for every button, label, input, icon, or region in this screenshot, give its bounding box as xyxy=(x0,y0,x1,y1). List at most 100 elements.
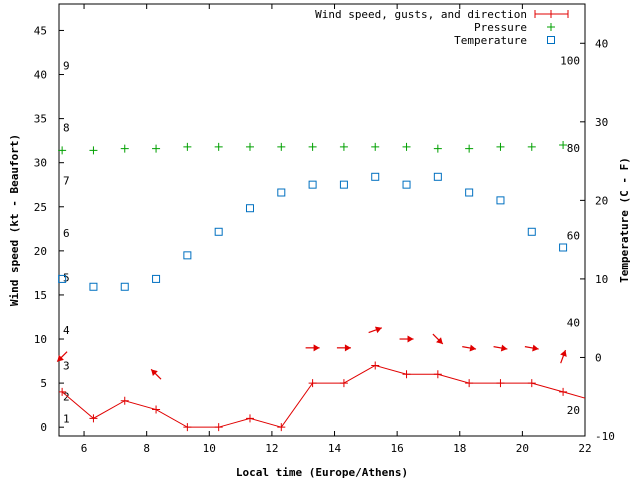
pressure-point xyxy=(527,142,536,151)
wind-point xyxy=(183,423,192,432)
y2-tick-label: 40 xyxy=(595,37,608,50)
y2-axis-label: Temperature (C - F) xyxy=(618,157,631,283)
wind-arrow xyxy=(399,335,414,343)
wind-point xyxy=(245,414,254,423)
temperature-point xyxy=(245,204,254,213)
wind-point xyxy=(496,379,505,388)
legend-key-caps xyxy=(534,10,569,18)
y-tick-label: 5 xyxy=(40,377,47,390)
axis-ticks: 6 8 10 12 14 16 18 20 22051015202530354045-10010… xyxy=(34,4,615,455)
wind-point xyxy=(214,423,223,432)
wind-arrow-head xyxy=(374,326,382,334)
x-tick-label: 16 xyxy=(391,442,404,455)
legend-label: Wind speed, gusts, and direction xyxy=(315,8,527,21)
pressure-point xyxy=(559,141,568,150)
temperature-point xyxy=(214,227,223,236)
wind-arrow-head xyxy=(344,344,351,352)
wind-arrow xyxy=(560,349,567,364)
x-tick-label: 12 xyxy=(265,442,278,455)
beaufort-label: 8 xyxy=(63,121,70,134)
wind-arrow xyxy=(368,326,383,334)
temperature-point xyxy=(277,188,286,197)
wind-point xyxy=(465,379,474,388)
y-tick-label: 20 xyxy=(34,245,47,258)
pressure-point xyxy=(58,146,67,155)
y2-tick-label: 30 xyxy=(595,116,608,129)
wind-series xyxy=(59,361,598,432)
temperature-point xyxy=(89,282,98,291)
temperature-point xyxy=(183,251,192,260)
temperature-point xyxy=(120,282,129,291)
wind-arrow-head xyxy=(560,350,567,357)
pressure-point xyxy=(433,144,442,153)
y-tick-label: 35 xyxy=(34,113,47,126)
temperature-point xyxy=(152,274,161,283)
wind-arrow-head xyxy=(469,344,477,352)
x-tick-label: 8 xyxy=(143,442,150,455)
temperature-point xyxy=(339,180,348,189)
wind-point xyxy=(433,370,442,379)
pressure-point xyxy=(183,142,192,151)
wind-point xyxy=(402,370,411,379)
temperature-point xyxy=(308,180,317,189)
beaufort-label: 9 xyxy=(63,60,70,73)
legend-label: Pressure xyxy=(474,21,527,34)
y2-tick-label: 20 xyxy=(595,194,608,207)
y-tick-label: 30 xyxy=(34,157,47,170)
y-tick-label: 25 xyxy=(34,201,47,214)
wind-point xyxy=(89,414,98,423)
temperature-point xyxy=(433,172,442,181)
pressure-point xyxy=(120,144,129,153)
y2-tick-label: 0 xyxy=(595,351,602,364)
wind-arrow xyxy=(150,368,162,380)
wind-arrow xyxy=(432,333,444,345)
fahrenheit-label: 80 xyxy=(567,142,580,155)
wind-point xyxy=(277,423,286,432)
legend-key-marker xyxy=(547,36,555,44)
legend-key-marker xyxy=(547,23,555,31)
x-tick-label: 20 xyxy=(516,442,529,455)
wind-point xyxy=(371,361,380,370)
y2-tick-label: -10 xyxy=(595,430,615,443)
temperature-point xyxy=(58,274,67,283)
wind-point xyxy=(590,397,598,405)
wind-arrow-head xyxy=(57,354,64,362)
wind-arrow xyxy=(56,351,68,363)
pressure-point xyxy=(277,142,286,151)
wind-point xyxy=(308,379,317,388)
wind-point xyxy=(120,396,129,405)
pressure-point xyxy=(245,142,254,151)
wind-arrow xyxy=(305,344,320,352)
temperature-point xyxy=(465,188,474,197)
wind-arrow-head xyxy=(500,344,508,352)
pressure-point xyxy=(214,142,223,151)
temperature-series xyxy=(58,172,568,291)
beaufort-label: 6 xyxy=(63,227,70,240)
wind-arrow xyxy=(336,344,351,352)
wind-point xyxy=(339,379,348,388)
pressure-point xyxy=(402,142,411,151)
legend-key-marker xyxy=(547,10,555,18)
temperature-point xyxy=(559,243,568,252)
temperature-point xyxy=(402,180,411,189)
x-tick-label: 22 xyxy=(578,442,591,455)
y-tick-label: 45 xyxy=(34,24,47,37)
pressure-point xyxy=(308,142,317,151)
beaufort-label: 1 xyxy=(63,412,70,425)
y-tick-label: 10 xyxy=(34,333,47,346)
wind-arrow xyxy=(524,344,539,352)
fahrenheit-label: 100 xyxy=(560,55,580,68)
y-tick-label: 40 xyxy=(34,69,47,82)
x-axis-label: Local time (Europe/Athens) xyxy=(236,466,408,479)
fahrenheit-label: 20 xyxy=(567,404,580,417)
wind-point xyxy=(59,387,67,396)
wind-point xyxy=(559,387,568,396)
series-layer xyxy=(56,141,598,432)
wind-arrow-head xyxy=(436,337,443,344)
beaufort-label: 7 xyxy=(63,174,70,187)
pressure-point xyxy=(339,142,348,151)
wind-arrow-head xyxy=(151,369,158,377)
pressure-point xyxy=(496,142,505,151)
pressure-series xyxy=(58,141,568,155)
x-tick-label: 18 xyxy=(453,442,466,455)
